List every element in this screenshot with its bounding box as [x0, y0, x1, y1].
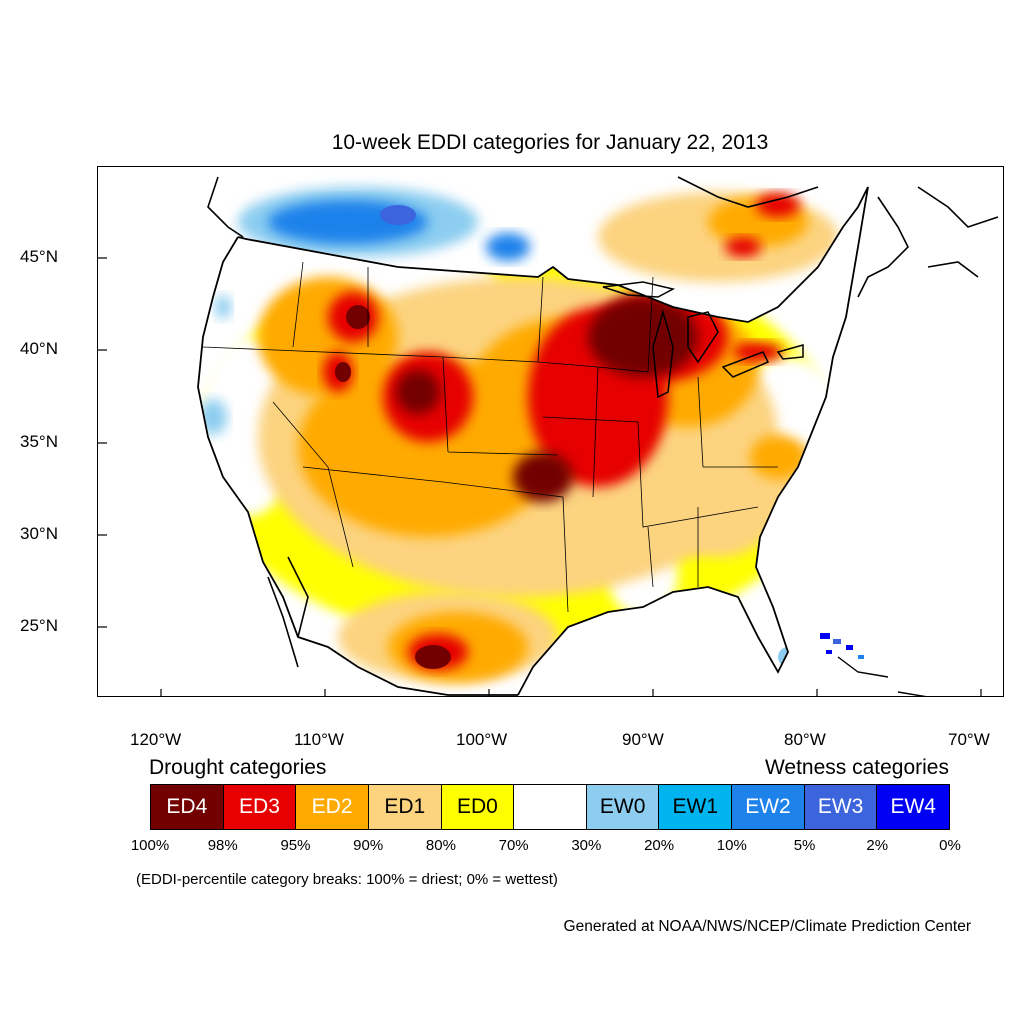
legend-box-ew1: EW1	[659, 785, 733, 829]
percent-break-label: 70%	[498, 837, 529, 854]
northern-band	[238, 177, 863, 297]
axis-ticks	[98, 257, 982, 696]
lat-label-40: 40°N	[20, 339, 58, 358]
lon-label-70: 70°W	[948, 730, 990, 749]
legend-box-ew2: EW2	[732, 785, 805, 829]
percent-break-label: 20%	[644, 837, 675, 854]
legend-box-ew0: EW0	[586, 785, 660, 829]
percent-break-label: 0%	[939, 837, 961, 854]
lon-label-120: 120°W	[130, 730, 182, 749]
lat-label-35: 35°N	[20, 432, 58, 451]
category-legend: ED4 ED3 ED2 ED1 ED0 EW0 EW1 EW2 EW3 EW4	[150, 784, 950, 830]
bahamas-wet-spots	[820, 633, 864, 659]
lon-label-80: 80°W	[784, 730, 826, 749]
boundaries	[197, 176, 999, 696]
legend-box-ew4: EW4	[877, 785, 950, 829]
legend-box-ew3: EW3	[804, 785, 878, 829]
legend-box-ed2: ED2	[296, 785, 369, 829]
legend-box-ed3: ED3	[223, 785, 297, 829]
credit-line: Generated at NOAA/NWS/NCEP/Climate Predi…	[563, 918, 971, 935]
wetness-categories-heading: Wetness categories	[764, 756, 949, 779]
lon-label-90: 90°W	[622, 730, 664, 749]
legend-box-normal	[514, 785, 587, 829]
percent-break-label: 10%	[716, 837, 747, 854]
percent-break-label: 5%	[793, 837, 816, 854]
lon-label-100: 100°W	[456, 730, 508, 749]
map-frame	[97, 166, 1004, 697]
percent-break-label: 98%	[207, 837, 238, 854]
drought-categories-heading: Drought categories	[149, 756, 327, 779]
legend-box-ed0: ED0	[441, 785, 515, 829]
legend-box-ed4: ED4	[151, 785, 224, 829]
legend-box-ed1: ED1	[368, 785, 442, 829]
lat-label-45: 45°N	[20, 247, 58, 266]
lat-label-30: 30°N	[20, 524, 58, 543]
percent-break-label: 30%	[571, 837, 602, 854]
breaks-note: (EDDI-percentile category breaks: 100% =…	[136, 871, 558, 888]
percent-break-label: 100%	[130, 837, 170, 854]
percent-break-label: 80%	[425, 837, 456, 854]
percent-break-label: 90%	[353, 837, 384, 854]
percent-break-label: 2%	[866, 837, 889, 854]
eddi-map	[98, 176, 999, 696]
percent-break-label: 95%	[280, 837, 311, 854]
lon-label-110: 110°W	[294, 730, 344, 749]
lat-label-25: 25°N	[20, 616, 58, 635]
map-title: 10-week EDDI categories for January 22, …	[331, 131, 769, 154]
